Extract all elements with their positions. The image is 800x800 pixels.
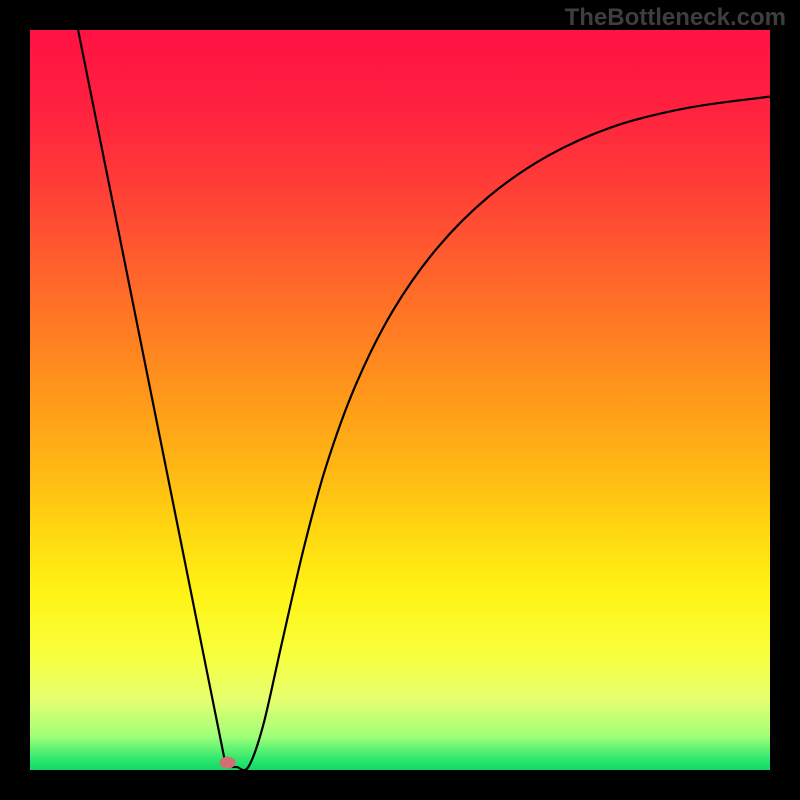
bottleneck-chart xyxy=(0,0,800,800)
stage: TheBottleneck.com xyxy=(0,0,800,800)
plot-background xyxy=(30,30,770,770)
watermark-text: TheBottleneck.com xyxy=(565,4,786,32)
vertex-marker xyxy=(220,757,236,769)
